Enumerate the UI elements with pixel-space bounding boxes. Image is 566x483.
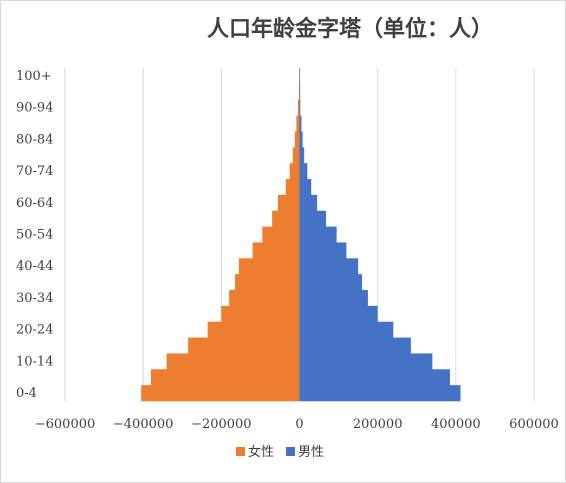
male-bar-45-49 [299,242,347,259]
female-bar-5-9 [150,369,300,386]
male-bar-70-74 [299,163,308,180]
y-tick-label: 30-34 [16,291,53,306]
male-bar-30-34 [299,290,368,307]
female-bar-80-84 [294,131,300,148]
legend: 女性 男性 [236,444,324,460]
y-tick-label: 40-44 [16,259,53,274]
female-bar-25-29 [221,305,300,323]
female-bar-10-14 [166,353,300,370]
female-bar-30-34 [229,290,300,307]
female-bar-45-49 [252,242,300,259]
male-bar-80-84 [299,131,303,148]
male-bar-35-39 [299,274,363,291]
female-bar-35-39 [235,274,300,291]
y-tick-label: 90-94 [16,101,53,116]
y-tick-label: 70-74 [16,164,53,179]
legend-label-female: 女性 [248,444,274,460]
x-tick-label: 200000 [353,417,403,432]
male-bar-90-94 [299,99,301,116]
female-bar-75-79 [292,147,300,164]
y-tick-label: 20-24 [16,323,53,338]
female-bar-60-64 [278,194,300,212]
y-tick-label: 100+ [16,69,52,84]
bars [141,68,461,402]
female-bar-90-94 [297,99,300,116]
x-tick-label: −400000 [113,417,174,432]
female-bar-50-54 [262,226,300,243]
male-bar-85-89 [299,115,302,132]
y-tick-label: 80-84 [16,132,53,147]
male-bar-15-19 [299,337,411,354]
x-tick-label: −600000 [35,417,96,432]
female-bar-0-4 [141,385,300,402]
x-tick-label: 0 [295,417,303,432]
legend-label-male: 男性 [298,445,324,460]
y-tick-label: 50-54 [16,228,53,243]
male-bar-75-79 [299,147,305,164]
female-bar-95-99 [298,83,300,101]
female-bar-20-24 [207,321,300,338]
male-bar-50-54 [299,226,337,243]
male-bar-10-14 [299,353,433,370]
legend-swatch-male [286,447,295,456]
male-bar-55-59 [299,210,327,227]
female-bar-70-74 [289,163,300,180]
male-bar-40-44 [299,258,359,275]
female-bar-65-69 [285,179,300,196]
male-bar-25-29 [299,305,378,323]
x-axis-tick-labels: −600000 −400000 −200000 0 200000 400000 600000 [35,417,559,432]
legend-swatch-female [236,447,245,456]
chart-title: 人口年龄金字塔（单位：人） [207,16,493,42]
gridlines [64,68,535,401]
female-bar-15-19 [188,337,300,354]
y-tick-label: 60-64 [16,196,53,211]
y-tick-label: 0-4 [16,386,37,401]
male-bar-20-24 [299,321,394,338]
y-axis-tick-labels: 0-4 10-14 20-24 30-34 40-44 50-54 60-64 70-74 80… [16,69,53,401]
male-bar-60-64 [299,194,318,212]
male-bar-5-9 [299,369,450,386]
male-bar-100+ [299,68,301,85]
female-bar-55-59 [272,210,300,227]
x-tick-label: 600000 [509,417,559,432]
x-tick-label: 400000 [431,417,481,432]
male-bar-65-69 [299,179,312,196]
x-tick-label: −200000 [191,417,252,432]
female-bar-85-89 [296,115,300,132]
male-bar-95-99 [299,83,301,101]
male-bar-0-4 [299,385,461,402]
y-tick-label: 10-14 [16,354,53,369]
female-bar-40-44 [238,258,300,275]
